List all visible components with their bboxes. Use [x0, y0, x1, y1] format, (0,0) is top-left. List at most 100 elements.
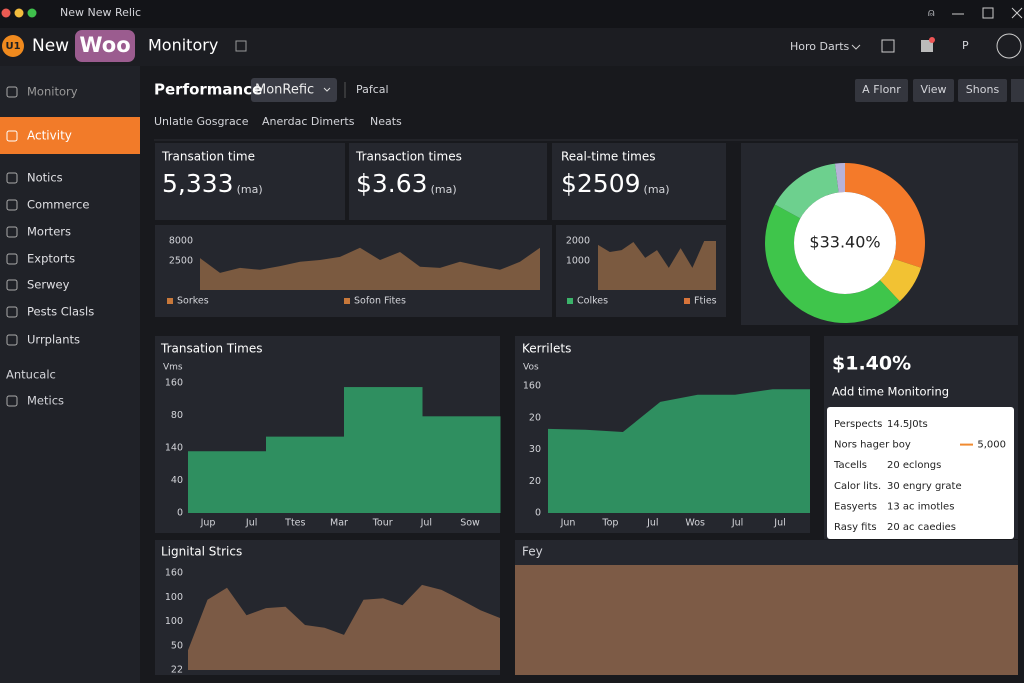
- y-tick-label: 2500: [169, 256, 193, 267]
- logo: U1: [5, 41, 20, 52]
- y-tick-label: 2000: [566, 236, 590, 247]
- area: [200, 247, 540, 290]
- y-axis-label: Vms: [163, 363, 183, 373]
- sidebar: [0, 66, 140, 683]
- win-close[interactable]: [1011, 7, 1023, 19]
- nav-item[interactable]: Metics: [27, 394, 64, 408]
- nav-item[interactable]: Morters: [27, 225, 71, 239]
- button[interactable]: Shons: [966, 83, 1000, 96]
- button-bg[interactable]: [913, 79, 954, 102]
- nav-item[interactable]: Serwey: [27, 278, 70, 292]
- y-tick-label: 160: [165, 378, 183, 389]
- donut-segment: [879, 258, 922, 302]
- y-tick-label: 20: [529, 412, 541, 423]
- nav-item[interactable]: Urrplants: [27, 333, 80, 347]
- x-tick-label: Top: [601, 518, 618, 529]
- x-tick-label: Tour: [372, 518, 393, 529]
- y-tick-label: 140: [165, 443, 183, 454]
- legend-swatch: [167, 298, 173, 304]
- button[interactable]: A Flonr: [862, 83, 901, 96]
- kpi-unit: (ma): [644, 183, 670, 196]
- legend-label: Fties: [694, 296, 717, 307]
- x-tick-label: Wos: [685, 518, 705, 529]
- donut-segment: [834, 162, 845, 193]
- y-tick-label: 40: [171, 475, 183, 486]
- nav-item[interactable]: Activity: [27, 129, 72, 143]
- y-tick-label: 0: [535, 508, 541, 519]
- panel-title: Fey: [522, 545, 543, 559]
- avatar[interactable]: [996, 33, 1022, 59]
- button[interactable]: View: [920, 83, 946, 96]
- y-tick-label: 100: [165, 616, 183, 627]
- kpi-unit: (ma): [237, 183, 263, 196]
- dropdown[interactable]: MonRefic: [255, 83, 314, 98]
- y-tick-label: 22: [171, 665, 183, 676]
- tab[interactable]: Neats: [370, 115, 402, 128]
- step-bar: [344, 387, 423, 513]
- win-user-icon[interactable]: ⍝: [928, 6, 935, 19]
- x-tick-label: Jul: [245, 518, 257, 529]
- y-tick-label: 50: [171, 640, 183, 651]
- nav-item[interactable]: Monitory: [27, 85, 78, 99]
- kpi-value: $3.63: [356, 169, 428, 198]
- row-value: 20 eclongs: [887, 460, 941, 471]
- nav-item[interactable]: Notics: [27, 171, 63, 185]
- title-bar: [0, 0, 1024, 28]
- button-bg[interactable]: [1011, 79, 1024, 102]
- zoom-dot[interactable]: [27, 8, 37, 18]
- x-tick-label: Sow: [460, 518, 480, 529]
- legend-swatch: [684, 298, 690, 304]
- notification-dot: [929, 37, 935, 43]
- minimize-dot[interactable]: [14, 8, 24, 18]
- header-bell-icon[interactable]: [921, 40, 933, 52]
- header-icon[interactable]: [235, 40, 247, 52]
- button-bg[interactable]: [958, 79, 1007, 102]
- kpi-value: $2509: [561, 169, 641, 198]
- kpi-card: [349, 143, 547, 220]
- close-dot[interactable]: [1, 8, 11, 18]
- chart-title: Transation Times: [160, 342, 262, 356]
- x-tick-label: Jul: [420, 518, 432, 529]
- row-value: 20 ac caedies: [887, 522, 956, 533]
- area: [598, 241, 716, 290]
- y-tick-label: 8000: [169, 236, 193, 247]
- nav-item[interactable]: Commerce: [27, 198, 89, 212]
- y-axis-label: Vos: [523, 363, 539, 373]
- row-name: Rasy fits: [834, 522, 877, 533]
- kpi-unit: (ma): [431, 183, 457, 196]
- nav-item[interactable]: Exptorts: [27, 252, 75, 266]
- y-tick-label: 80: [171, 410, 183, 421]
- nav-icon: [6, 279, 18, 291]
- kpi-label: Transation time: [161, 150, 255, 164]
- tab[interactable]: Anerdac Dimerts: [262, 115, 355, 128]
- nav-icon: [6, 253, 18, 265]
- user-menu[interactable]: Horo Darts: [790, 40, 850, 53]
- nav-icon: [6, 199, 18, 211]
- help-icon[interactable]: P: [962, 39, 969, 52]
- y-tick-label: 30: [529, 444, 541, 455]
- dropdown-bg[interactable]: [251, 78, 337, 102]
- win-maximize[interactable]: [982, 7, 994, 19]
- button-bg[interactable]: [855, 79, 908, 102]
- nav-item[interactable]: Pests Clasls: [27, 305, 94, 319]
- kpi-card: [552, 143, 726, 220]
- header-tool-icon[interactable]: [881, 39, 895, 53]
- row-value: 14.5J0ts: [887, 419, 928, 430]
- summary-value: $1.40%: [832, 353, 911, 375]
- tab[interactable]: Unlatle Gosgrace: [154, 115, 249, 128]
- donut-segment: [845, 163, 925, 268]
- legend-label: Sorkes: [177, 296, 209, 307]
- summary-list-bg: [827, 407, 1014, 539]
- area: [548, 389, 810, 513]
- nav-icon: [6, 172, 18, 184]
- chart-title: Kerrilets: [522, 342, 571, 356]
- row-value: 5,000: [977, 440, 1006, 451]
- logo-circle: [2, 35, 24, 57]
- legend-label: Sofon Fites: [354, 296, 406, 307]
- x-tick-label: Jun: [560, 518, 576, 529]
- y-tick-label: 20: [529, 476, 541, 487]
- row-name: Perspects: [834, 419, 882, 430]
- kpi-label: Real-time times: [561, 150, 656, 164]
- row-name: Calor lits.: [834, 481, 881, 492]
